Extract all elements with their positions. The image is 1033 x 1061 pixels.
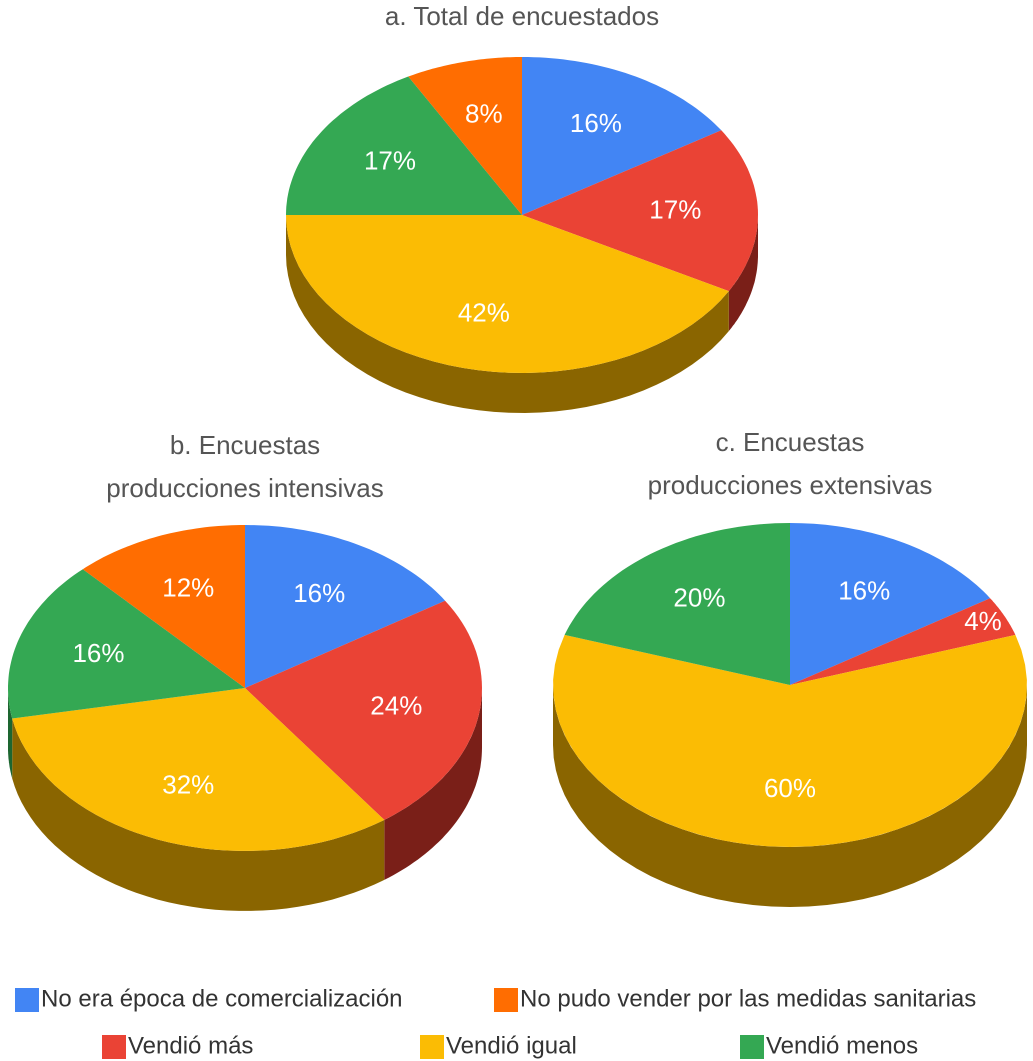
legend-swatch — [494, 988, 518, 1012]
pie-side — [553, 685, 1027, 907]
legend-swatch — [102, 1035, 126, 1059]
legend-label: Vendió igual — [446, 1032, 577, 1059]
data-label: 17% — [364, 146, 416, 176]
data-label: 16% — [838, 576, 890, 606]
data-label: 20% — [673, 583, 725, 613]
pie-slice — [245, 525, 446, 688]
pie-side — [12, 718, 385, 911]
pie-side — [286, 215, 729, 413]
pie-side — [8, 688, 13, 779]
data-label: 16% — [72, 638, 124, 668]
data-label: 17% — [649, 195, 701, 225]
data-label: 8% — [465, 98, 503, 128]
chart-title: b. Encuestas — [170, 430, 320, 460]
data-label: 12% — [162, 572, 214, 602]
pie-slice — [564, 523, 790, 685]
data-label: 4% — [964, 606, 1002, 636]
chart-title: a. Total de encuestados — [385, 1, 659, 31]
pie-slice — [790, 598, 1016, 685]
pie-slice — [286, 215, 729, 373]
chart-title: producciones intensivas — [106, 473, 384, 503]
chart-title: producciones extensivas — [648, 470, 933, 500]
pie-side — [384, 688, 482, 880]
pie-slice — [522, 130, 758, 292]
legend-label: Vendió menos — [766, 1032, 918, 1059]
pie-slice — [12, 688, 385, 851]
legend-label: Vendió más — [128, 1032, 253, 1059]
pie-slice — [82, 525, 245, 688]
data-label: 42% — [458, 297, 510, 327]
data-label: 16% — [570, 108, 622, 138]
data-label: 60% — [764, 773, 816, 803]
legend-swatch — [420, 1035, 444, 1059]
legend-label: No era época de comercialización — [41, 985, 403, 1012]
data-label: 24% — [370, 691, 422, 721]
legend-label: No pudo vender por las medidas sanitaria… — [520, 985, 976, 1012]
pie-slice — [408, 57, 522, 215]
legend-swatch — [15, 988, 39, 1012]
data-label: 16% — [293, 578, 345, 608]
chart-title: c. Encuestas — [716, 427, 865, 457]
pie-slice — [245, 600, 482, 820]
pie-slice — [8, 569, 245, 719]
pie-slice — [522, 57, 722, 215]
legend-swatch — [740, 1035, 764, 1059]
pie-slice — [790, 523, 991, 685]
pie-slice — [553, 634, 1027, 847]
data-label: 32% — [162, 769, 214, 799]
pie-side — [728, 215, 758, 332]
pie-slice — [286, 76, 522, 215]
